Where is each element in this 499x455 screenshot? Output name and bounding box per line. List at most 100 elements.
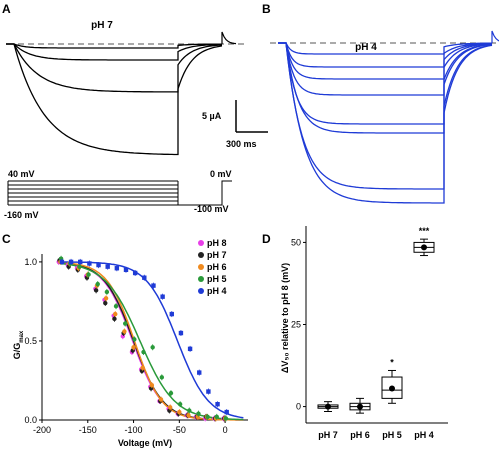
trace [278, 42, 493, 125]
c-data-point [77, 264, 82, 269]
c-legend-label: pH 6 [207, 262, 227, 272]
c-data-point [132, 337, 137, 342]
current-traces-a [6, 31, 237, 156]
protocol-start-label: 40 mV [8, 169, 35, 179]
trace [278, 42, 493, 96]
c-data-point [68, 259, 74, 265]
c-data-point [142, 275, 147, 280]
d-y-axis-label: ΔV₅₀ relative to pH 8 (mV) [280, 263, 290, 373]
c-data-point [103, 300, 108, 306]
c-data-point [95, 281, 100, 287]
c-x-tick-label: -100 [125, 425, 143, 435]
protocol-steps [7, 180, 232, 206]
scale-bar-time-label: 300 ms [226, 139, 257, 149]
d-x-tick-label: pH 4 [414, 430, 434, 440]
d-y-tick-label: 25 [291, 320, 301, 330]
voltage-protocol: 40 mV -160 mV 0 mV -100 mV [4, 169, 232, 220]
c-y-label-main: G/G [12, 343, 22, 360]
c-data-point [104, 289, 110, 295]
c-data-point [214, 414, 219, 420]
c-legend: pH 8 pH 7 pH 6 pH 5 pH 4 [198, 238, 227, 296]
d-x-tick-label: pH 5 [382, 430, 402, 440]
c-data-point [168, 390, 174, 396]
protocol-end-label: -160 mV [4, 210, 39, 220]
d-boxes: **** [317, 226, 435, 414]
panel-a: A pH 7 5 µA 300 ms 40 mV -160 mV 0 mV -1… [2, 2, 268, 220]
d-mean-marker [325, 403, 331, 410]
c-data-point [105, 264, 110, 269]
panel-d: D ΔV₅₀ relative to pH 8 (mV) 0 25 50 pH 7 pH… [262, 226, 448, 440]
c-data-point [112, 316, 117, 322]
c-data-point [93, 288, 99, 293]
c-y-tick-label: 0.0 [24, 415, 37, 425]
c-data-point [113, 311, 118, 317]
c-data-point [103, 296, 109, 301]
c-data-point [141, 349, 146, 355]
c-data-point [140, 365, 145, 371]
d-ticks: 0 25 50 pH 7 pH 6 pH 5 pH 4 [291, 237, 434, 440]
current-traces-b [278, 30, 499, 204]
c-data-point [167, 405, 173, 410]
trace [6, 43, 223, 61]
c-data-point [177, 401, 183, 407]
d-y-tick-label: 0 [296, 402, 301, 412]
c-data-point [187, 408, 192, 413]
d-significance-label: * [390, 357, 394, 367]
panel-c: C G/Gmax Voltage (mV) -200 -150 -100 -50 0 0.… [2, 232, 248, 448]
c-data-point [86, 272, 91, 277]
d-y-tick-label: 50 [291, 237, 301, 247]
panel-b-letter: B [262, 2, 271, 16]
c-y-tick-label: 0.5 [24, 336, 37, 346]
panel-d-letter: D [262, 232, 271, 246]
gv-chart: G/Gmax Voltage (mV) -200 -150 -100 -50 0 0.0 0… [12, 238, 248, 448]
c-legend-marker [198, 240, 204, 246]
scale-bar-current-label: 5 µA [202, 111, 222, 121]
c-data-point [151, 283, 156, 288]
c-y-tick-label: 1.0 [24, 257, 37, 267]
c-x-axis-label: Voltage (mV) [118, 438, 172, 448]
c-data-point [205, 414, 210, 420]
d-significance-label: *** [419, 226, 430, 236]
c-legend-marker [198, 264, 204, 270]
trace [278, 42, 493, 204]
trace [278, 42, 493, 68]
c-y-axis-label: G/Gmax [12, 330, 25, 359]
c-x-tick-label: -150 [79, 425, 97, 435]
trace [278, 42, 493, 134]
c-data-point [223, 416, 229, 421]
panel-b-title: pH 4 [355, 42, 377, 53]
c-data-point [177, 409, 182, 415]
tail-spike [221, 31, 237, 45]
d-x-tick-label: pH 7 [318, 430, 338, 440]
c-data-point [160, 294, 165, 299]
c-legend-marker [198, 288, 204, 294]
c-data-point [87, 261, 92, 266]
c-data-point [187, 346, 193, 352]
c-data-point [96, 262, 101, 268]
c-data-point [131, 345, 136, 350]
c-x-tick-label: 0 [223, 425, 228, 435]
trace [278, 42, 492, 55]
c-legend-label: pH 4 [207, 286, 227, 296]
trace [6, 43, 223, 93]
trace [278, 42, 493, 190]
scale-bar: 5 µA 300 ms [202, 100, 268, 149]
panel-a-letter: A [2, 2, 11, 16]
d-x-tick-label: pH 6 [350, 430, 370, 440]
c-data-point [159, 375, 165, 380]
d-mean-marker [389, 385, 395, 392]
c-data-point [178, 330, 184, 336]
c-legend-label: pH 8 [207, 238, 227, 248]
d-mean-marker [357, 403, 363, 410]
c-legend-marker [198, 276, 204, 282]
c-data-point [59, 259, 65, 265]
protocol-outline [7, 180, 232, 206]
c-data-point [150, 345, 155, 350]
c-data-point [132, 270, 138, 276]
c-y-label-sub: max [19, 330, 25, 343]
c-legend-marker [198, 252, 204, 258]
c-data-point [114, 266, 120, 271]
c-data-point [158, 397, 164, 402]
c-data-point [169, 311, 174, 317]
c-data-point [224, 409, 229, 415]
